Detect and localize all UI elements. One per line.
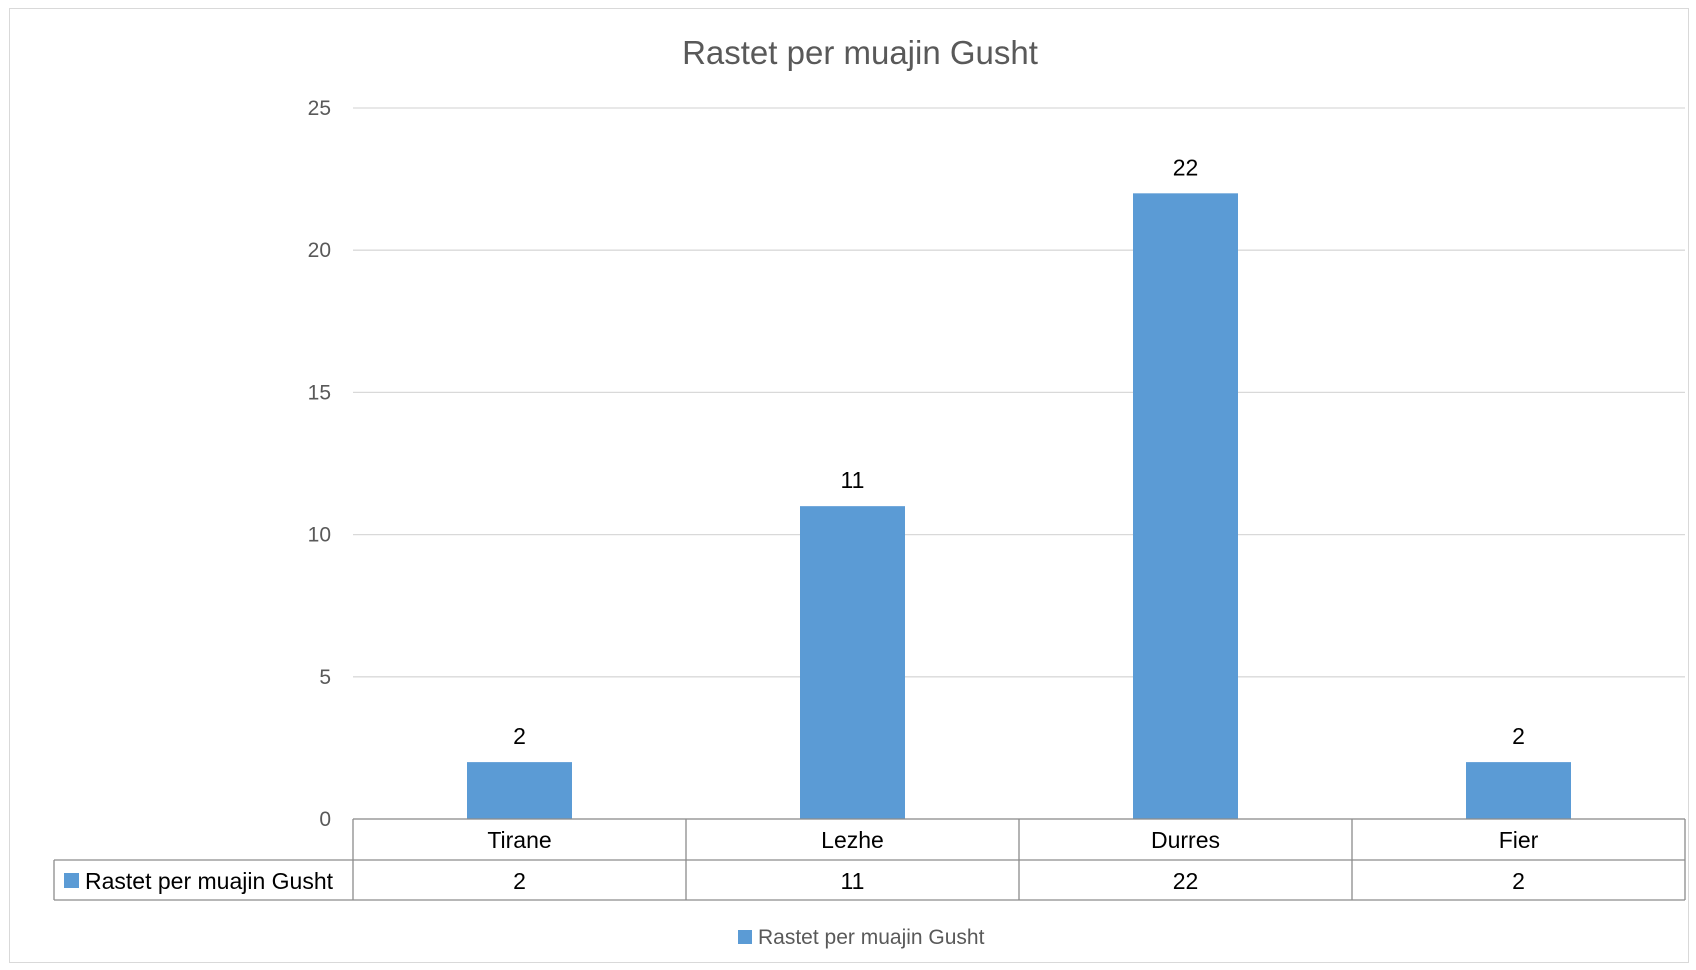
y-tick-label: 20 (308, 239, 331, 262)
y-tick-label: 10 (308, 524, 331, 547)
legend: Rastet per muajin Gusht (738, 926, 985, 949)
table-value-cell: 2 (1512, 868, 1525, 894)
y-tick-label: 0 (319, 808, 331, 831)
bar-lezhe (800, 506, 905, 819)
category-label: Durres (1151, 827, 1220, 853)
y-tick-label: 15 (308, 381, 331, 404)
data-label: 2 (513, 723, 526, 749)
data-label: 2 (1512, 723, 1525, 749)
grid-lines (353, 107, 1685, 820)
y-tick-label: 25 (308, 97, 331, 120)
y-tick-label: 5 (319, 666, 331, 689)
table-value-cell: 11 (841, 868, 865, 894)
data-table: Tirane 2 Lezhe 11 Durres 22 Fier 2 Rastet per mu… (53, 818, 1686, 901)
legend-swatch (738, 930, 752, 944)
legend-label: Rastet per muajin Gusht (758, 926, 985, 949)
table-value-cell: 22 (1173, 868, 1199, 894)
bar-fier (1466, 762, 1571, 819)
data-label: 11 (841, 467, 865, 493)
y-axis-ticks: 0 5 10 15 20 25 (308, 97, 331, 831)
table-series-name: Rastet per muajin Gusht (85, 868, 334, 894)
category-label: Tirane (487, 827, 551, 853)
category-label: Lezhe (821, 827, 884, 853)
table-value-cell: 2 (513, 868, 526, 894)
category-label: Fier (1499, 827, 1539, 853)
chart-title: Rastet per muajin Gusht (682, 34, 1038, 71)
table-legend-key (64, 873, 79, 888)
bar-durres (1133, 193, 1238, 819)
bar-tirane (467, 762, 572, 819)
bars (467, 193, 1571, 819)
data-label: 22 (1173, 154, 1199, 180)
